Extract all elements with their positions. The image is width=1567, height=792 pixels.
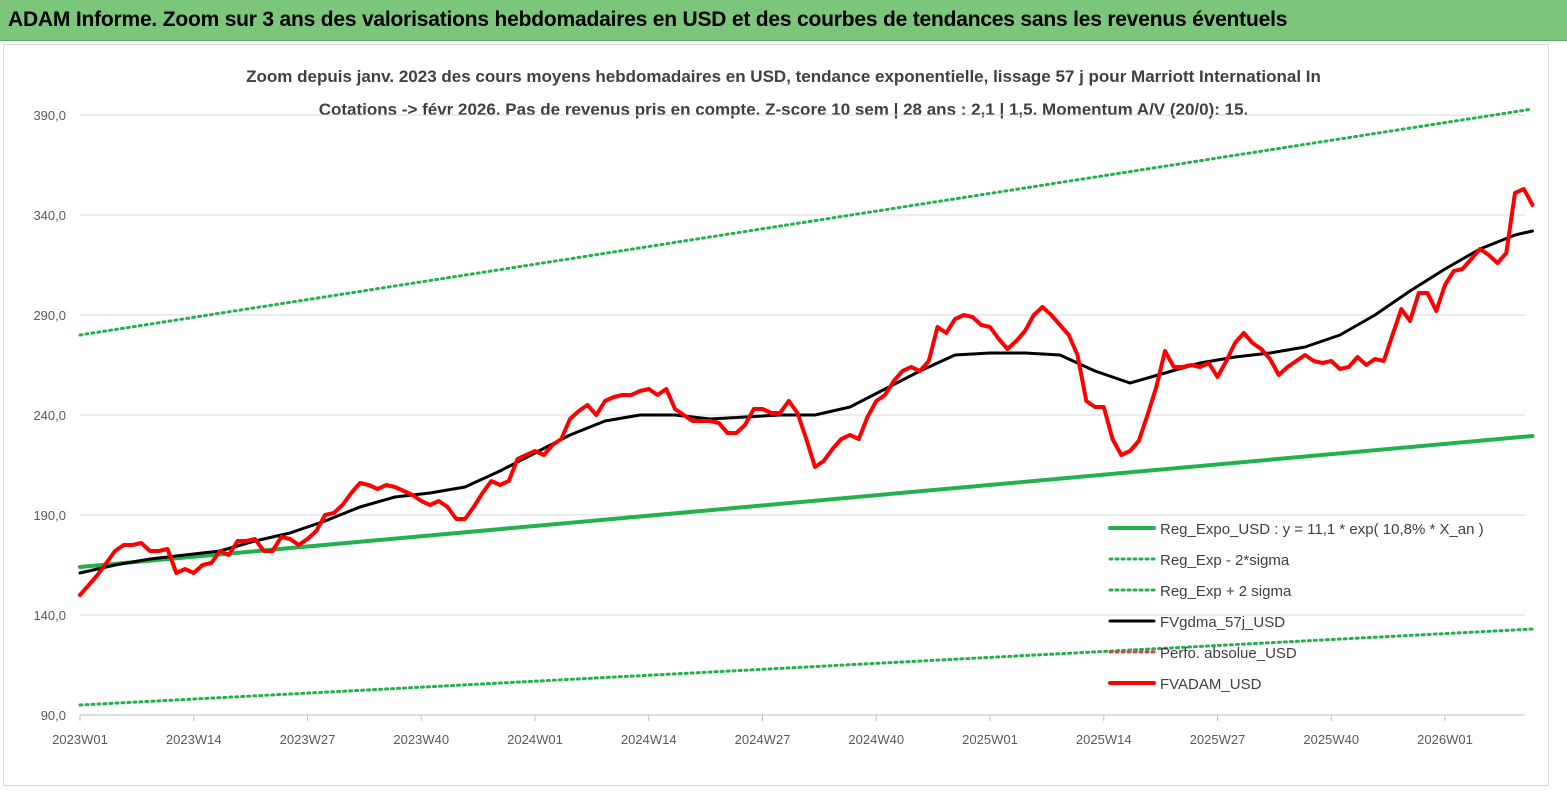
- chart-title-line-2: Cotations -> févr 2026. Pas de revenus p…: [318, 100, 1249, 119]
- legend-entry: Reg_Exp + 2 sigma: [1160, 583, 1292, 600]
- series: [78, 107, 1535, 707]
- x-tick-label: 2025W14: [1076, 732, 1132, 747]
- x-tick-label: 2025W27: [1190, 732, 1246, 747]
- chart-frame: [3, 44, 1549, 786]
- x-tick-label: 2023W40: [393, 732, 449, 747]
- x-tick-label: 2023W01: [52, 732, 108, 747]
- x-tick-label: 2024W27: [735, 732, 791, 747]
- legend: Reg_Expo_USD : y = 11,1 * exp( 10,8% * X…: [1108, 521, 1484, 693]
- y-tick-label: 190,0: [33, 508, 66, 523]
- x-tick-label: 2025W01: [962, 732, 1018, 747]
- y-tick-label: 390,0: [33, 108, 66, 123]
- legend-entry: Reg_Exp - 2*sigma: [1160, 552, 1290, 569]
- chart-title-line-1: Zoom depuis janv. 2023 des cours moyens …: [246, 67, 1321, 86]
- series-line-2: [78, 627, 1534, 707]
- y-tick-label: 90,0: [41, 708, 66, 723]
- report-banner: ADAM Informe. Zoom sur 3 ans des valoris…: [0, 0, 1567, 41]
- series-line-1: [78, 434, 1535, 569]
- x-tick-label: 2024W01: [507, 732, 563, 747]
- y-tick-label: 140,0: [33, 608, 66, 623]
- x-tick-label: 2024W14: [621, 732, 677, 747]
- report-banner-title: ADAM Informe. Zoom sur 3 ans des valoris…: [8, 8, 1288, 31]
- legend-entry: Perfo. absolue_USD: [1160, 645, 1297, 662]
- x-tick-label: 2025W40: [1303, 732, 1359, 747]
- x-tick-label: 2023W14: [166, 732, 222, 747]
- x-tick-label: 2026W01: [1417, 732, 1473, 747]
- legend-entry: FVADAM_USD: [1160, 676, 1262, 693]
- legend-entry: Reg_Expo_USD : y = 11,1 * exp( 10,8% * X…: [1160, 521, 1484, 538]
- series-line-4: [78, 229, 1534, 575]
- y-tick-label: 340,0: [33, 208, 66, 223]
- series-line-3: [78, 107, 1534, 337]
- legend-entry: FVgdma_57j_USD: [1160, 614, 1285, 631]
- axes: 90,0 140,0 190,0 240,0 290,0 340,0 390,0 2023W0…: [33, 108, 1525, 747]
- y-tick-label: 290,0: [33, 308, 66, 323]
- x-tick-label: 2024W40: [848, 732, 904, 747]
- series-line-6: [78, 187, 1535, 597]
- y-tick-label: 240,0: [33, 408, 66, 423]
- x-tick-label: 2023W27: [280, 732, 336, 747]
